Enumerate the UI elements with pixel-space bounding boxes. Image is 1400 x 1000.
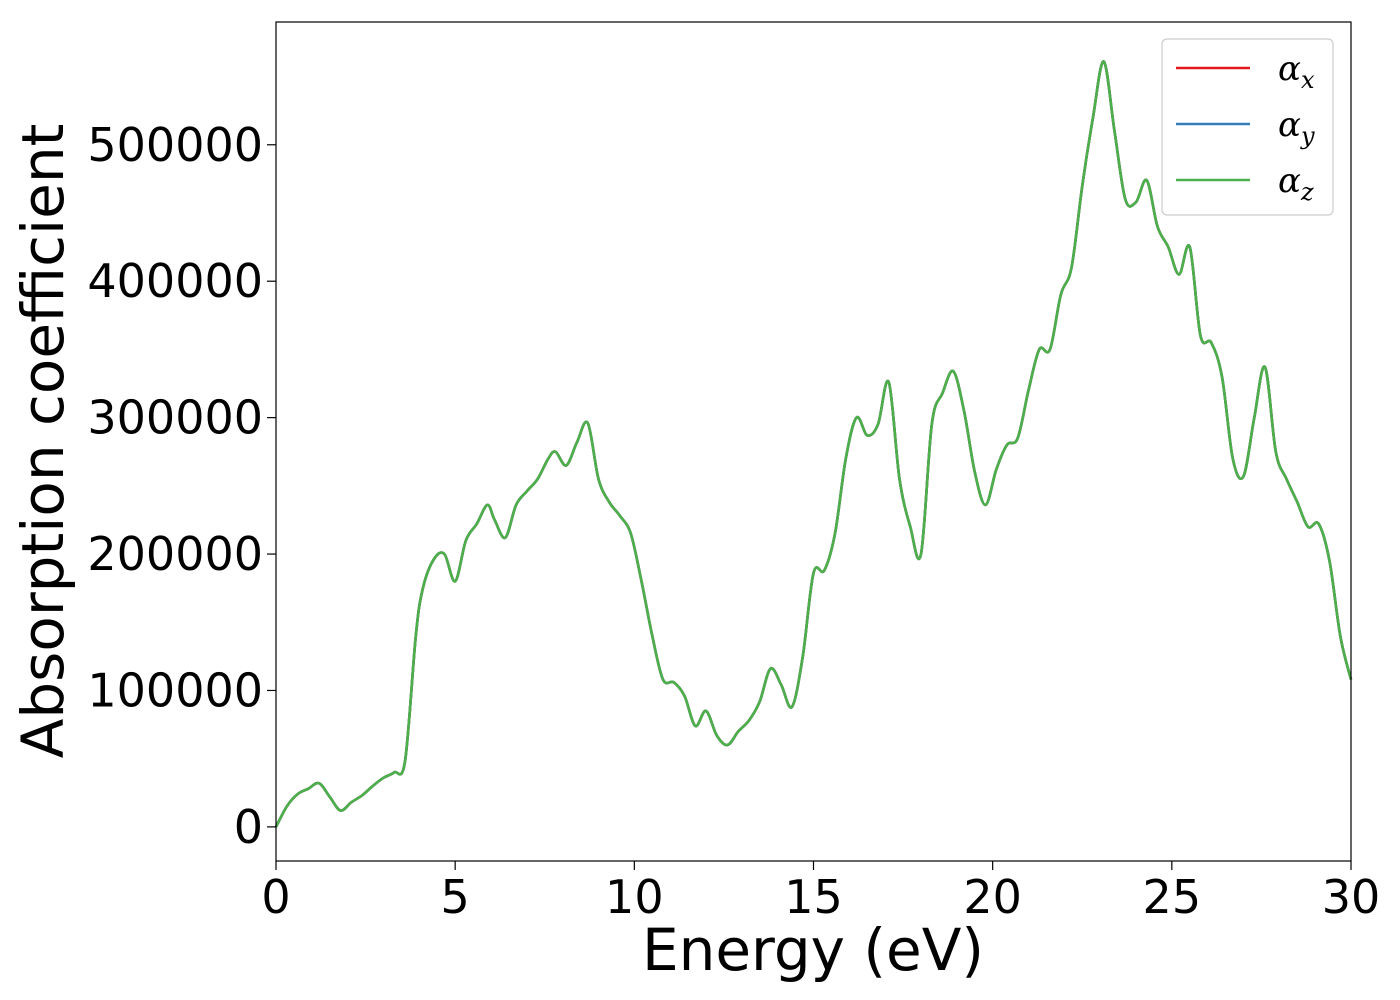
series-line-z xyxy=(274,60,1353,828)
legend-label-x: αx xyxy=(1278,49,1315,94)
y-tick-label: 200000 xyxy=(87,527,263,581)
legend-frame xyxy=(1161,38,1334,216)
legend-label-y: αy xyxy=(1278,105,1315,150)
y-tick-label: 0 xyxy=(234,800,263,854)
series-layer xyxy=(274,60,1353,828)
x-tick-label: 15 xyxy=(784,870,843,924)
x-tick-label: 10 xyxy=(605,870,664,924)
y-tick-label: 100000 xyxy=(87,663,263,717)
y-tick-label: 400000 xyxy=(87,254,263,308)
legend-label-z: αz xyxy=(1278,161,1314,206)
x-tick-label: 5 xyxy=(441,870,470,924)
x-axis-ticks: 0 5 10 15 20 25 30 xyxy=(261,861,1380,924)
y-axis-ticks: 0 100000 200000 300000 400000 500000 xyxy=(87,118,276,854)
x-tick-label: 25 xyxy=(1143,870,1202,924)
x-tick-label: 30 xyxy=(1322,870,1381,924)
legend: αx αy αz xyxy=(1161,38,1334,216)
x-tick-label: 0 xyxy=(261,870,290,924)
y-tick-label: 300000 xyxy=(87,391,263,445)
x-axis-title: Energy (eV) xyxy=(642,916,984,984)
y-axis-title: Absorption coefficient xyxy=(9,124,77,759)
x-tick-label: 20 xyxy=(963,870,1022,924)
y-tick-label: 500000 xyxy=(87,118,263,172)
